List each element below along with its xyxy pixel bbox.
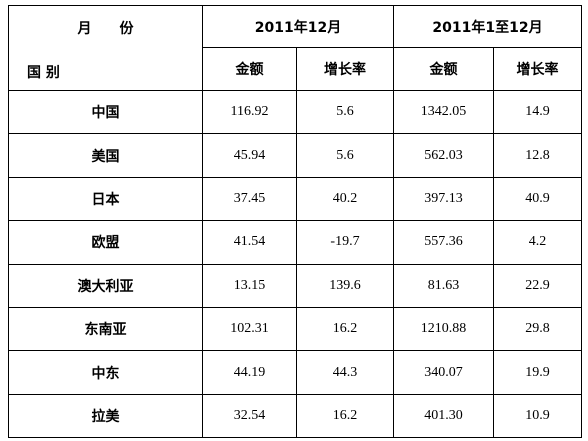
cell-value: 22.9	[493, 263, 583, 308]
corner-top: 月 份	[77, 21, 134, 37]
row-label: 东南亚	[8, 306, 203, 352]
cell-value: 44.19	[202, 350, 297, 395]
cell-value: 40.2	[295, 176, 395, 222]
table-row: 日本 37.45 40.2 397.13 40.9	[8, 176, 583, 222]
row-label: 拉美	[8, 393, 203, 439]
sub-header: 金额	[202, 47, 297, 91]
sub-header: 增长率	[493, 47, 583, 91]
cell-value: 397.13	[393, 176, 495, 222]
cell-value: 1342.05	[393, 89, 495, 135]
cell-value: 44.3	[295, 350, 395, 395]
row-label: 澳大利亚	[8, 263, 203, 308]
row-label: 欧盟	[8, 220, 203, 265]
cell-value: 5.6	[295, 89, 395, 135]
group-header: 2011年12月	[201, 5, 395, 48]
cell-value: 37.45	[202, 176, 297, 222]
table-row: 中国 116.92 5.6 1342.05 14.9	[8, 89, 583, 135]
corner-bottom: 国 别	[27, 65, 60, 81]
cell-value: 45.94	[202, 133, 297, 178]
cell-value: 14.9	[493, 89, 583, 135]
cell-value: 16.2	[295, 306, 395, 352]
cell-value: 40.9	[493, 176, 583, 222]
cell-value: 116.92	[202, 89, 297, 135]
cell-value: 41.54	[202, 220, 297, 265]
cell-value: 1210.88	[393, 306, 495, 352]
cell-value: 102.31	[202, 306, 297, 352]
table-row: 澳大利亚 13.15 139.6 81.63 22.9	[8, 263, 583, 308]
cell-value: 13.15	[202, 263, 297, 308]
cell-value: 562.03	[393, 133, 495, 178]
cell-value: 5.6	[295, 133, 395, 178]
cell-value: 139.6	[295, 263, 395, 308]
cell-value: 12.8	[493, 133, 583, 178]
row-label: 中东	[8, 350, 203, 395]
table-row: 拉美 32.54 16.2 401.30 10.9	[8, 393, 583, 439]
cell-value: 557.36	[393, 220, 495, 265]
table-row: 东南亚 102.31 16.2 1210.88 29.8	[8, 306, 583, 352]
cell-value: 340.07	[393, 350, 495, 395]
cell-value: 81.63	[393, 263, 495, 308]
sub-header: 金额	[393, 47, 495, 91]
group-header: 2011年1至12月	[393, 5, 583, 48]
table-row: 中东 44.19 44.3 340.07 19.9	[8, 350, 583, 395]
cell-value: 16.2	[295, 393, 395, 439]
sub-header: 增长率	[295, 47, 395, 91]
cell-value: 19.9	[493, 350, 583, 395]
data-table: 月 份 国 别 2011年12月 2011年1至12月 金额 增长率 金额 增长…	[8, 5, 583, 439]
cell-value: -19.7	[295, 220, 395, 265]
table-row: 美国 45.94 5.6 562.03 12.8	[8, 133, 583, 178]
corner-cell: 月 份 国 别	[8, 5, 203, 91]
cell-value: 32.54	[202, 393, 297, 439]
row-label: 日本	[8, 176, 203, 222]
cell-value: 10.9	[493, 393, 583, 439]
table-row: 欧盟 41.54 -19.7 557.36 4.2	[8, 220, 583, 265]
row-label: 美国	[8, 133, 203, 178]
cell-value: 4.2	[493, 220, 583, 265]
cell-value: 29.8	[493, 306, 583, 352]
row-label: 中国	[8, 89, 203, 135]
cell-value: 401.30	[393, 393, 495, 439]
